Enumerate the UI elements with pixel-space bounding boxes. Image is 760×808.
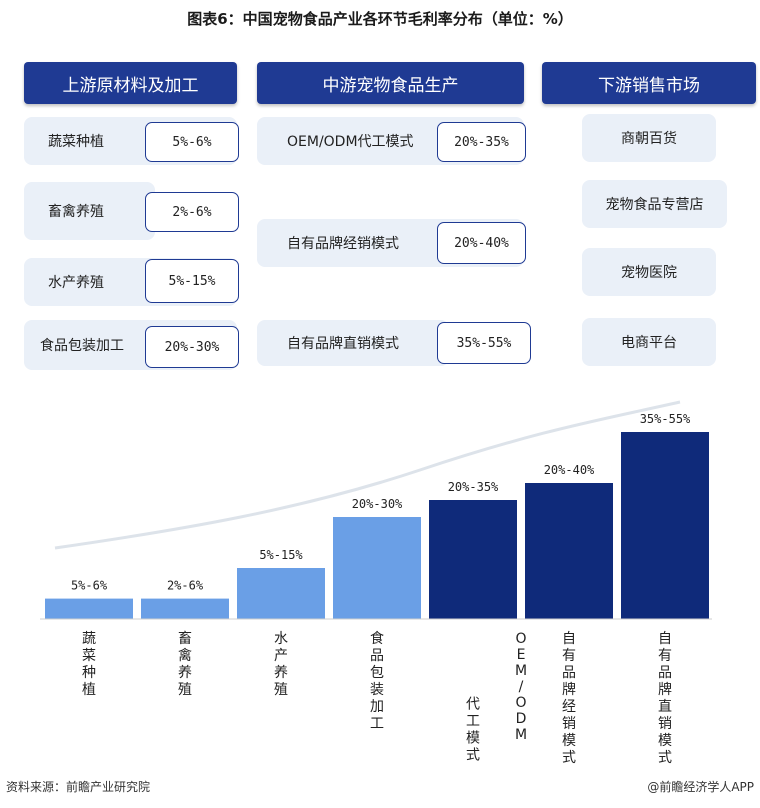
bar-value-label: 5%-15% bbox=[259, 548, 303, 562]
upstream-item-label: 食品包装加工 bbox=[40, 338, 124, 354]
source-note: 资料来源：前瞻产业研究院 bbox=[6, 780, 151, 794]
bar-value-label: 2%-6% bbox=[167, 579, 204, 593]
bar-value-label: 35%-55% bbox=[640, 412, 691, 426]
upstream-item-label: 蔬菜种植 bbox=[48, 134, 104, 150]
brand-note: @前瞻经济学人APP bbox=[647, 780, 754, 794]
upstream-item-2: 畜禽养殖 bbox=[24, 182, 155, 240]
bar-4 bbox=[333, 517, 421, 619]
midstream-value-1: 20%-35% bbox=[437, 122, 526, 162]
downstream-item-4: 电商平台 bbox=[582, 318, 716, 366]
category-label: 畜禽养殖 bbox=[178, 631, 192, 698]
upstream-value-4: 20%-30% bbox=[145, 326, 239, 368]
bar-value-label: 20%-30% bbox=[352, 497, 403, 511]
upstream-value-1: 5%-6% bbox=[145, 122, 239, 162]
category-label: 食品包装加工 bbox=[370, 630, 384, 732]
bar-1 bbox=[45, 598, 133, 619]
category-label: 蔬菜种植 bbox=[82, 631, 96, 698]
bar-5 bbox=[429, 500, 517, 619]
midstream-item-label: 自有品牌经销模式 bbox=[287, 236, 399, 252]
midstream-value-3: 35%-55% bbox=[437, 322, 531, 364]
bar-2 bbox=[141, 598, 229, 619]
upstream-header: 上游原材料及加工 bbox=[24, 62, 237, 104]
bar-6 bbox=[525, 483, 613, 619]
upstream-value-3: 5%-15% bbox=[145, 259, 239, 303]
downstream-header: 下游销售市场 bbox=[542, 62, 756, 104]
bar-value-label: 5%-6% bbox=[71, 579, 108, 593]
midstream-item-label: OEM/ODM代工模式 bbox=[287, 134, 414, 150]
upstream-item-label: 畜禽养殖 bbox=[48, 204, 104, 220]
bar-value-label: 20%-35% bbox=[448, 480, 499, 494]
midstream-item-3: 自有品牌直销模式 bbox=[257, 320, 449, 366]
downstream-item-3: 宠物医院 bbox=[582, 248, 716, 296]
category-label: 自有品牌直销模式 bbox=[658, 631, 672, 766]
category-label: 水产养殖 bbox=[274, 631, 288, 698]
downstream-item-1: 商朝百货 bbox=[582, 114, 716, 162]
bar-value-label: 20%-40% bbox=[544, 463, 595, 477]
category-label: 自有品牌经销模式 bbox=[562, 631, 576, 766]
trend-curve bbox=[54, 400, 681, 550]
margin-bar-chart: 5%-6% 2%-6% 5%-15% 20%-30% 20%-35% 20%-40% 35%… bbox=[40, 400, 712, 766]
chart-title: 图表6：中国宠物食品产业各环节毛利率分布（单位：%） bbox=[187, 10, 573, 28]
category-label: OEM/ODM 代工模式 bbox=[417, 631, 529, 764]
midstream-item-label: 自有品牌直销模式 bbox=[287, 336, 399, 352]
bar-7 bbox=[621, 432, 709, 619]
midstream-value-2: 20%-40% bbox=[437, 222, 526, 264]
midstream-header: 中游宠物食品生产 bbox=[257, 62, 524, 104]
upstream-item-label: 水产养殖 bbox=[48, 275, 104, 291]
bar-3 bbox=[237, 568, 325, 619]
downstream-item-2: 宠物食品专营店 bbox=[582, 180, 727, 228]
upstream-value-2: 2%-6% bbox=[145, 192, 239, 232]
